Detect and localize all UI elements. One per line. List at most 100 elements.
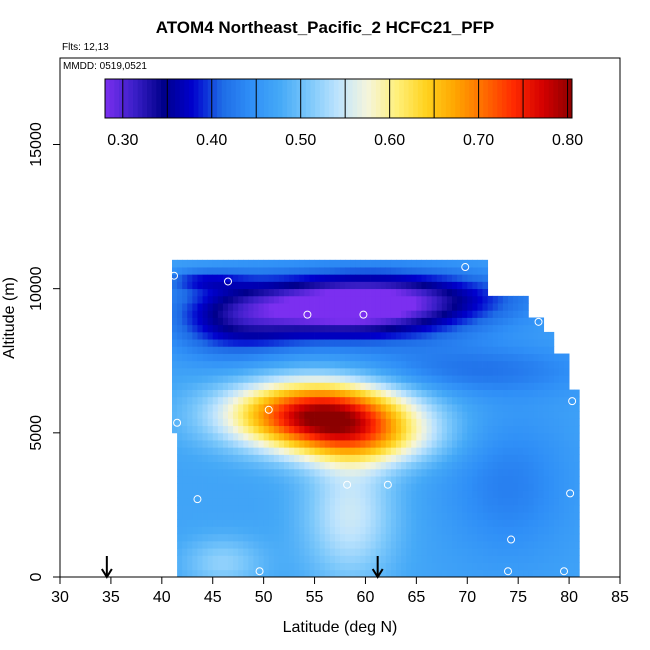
- field-cell: [309, 497, 315, 506]
- field-cell: [334, 404, 341, 412]
- field-cell: [202, 454, 209, 463]
- field-cell: [299, 281, 305, 290]
- field-cell: [477, 353, 483, 362]
- field-cell: [477, 447, 483, 455]
- field-cell: [253, 375, 259, 383]
- field-cell: [375, 411, 382, 419]
- field-cell: [457, 404, 463, 412]
- field-cell: [462, 295, 468, 304]
- field-cell: [273, 548, 280, 556]
- field-cell: [350, 346, 356, 354]
- field-cell: [492, 512, 499, 520]
- field-cell: [446, 267, 453, 275]
- field-cell: [380, 533, 387, 542]
- field-cell: [533, 411, 539, 419]
- colorbar-segment: [287, 79, 293, 118]
- field-cell: [334, 461, 341, 470]
- field-cell: [518, 432, 524, 441]
- field-cell: [553, 483, 560, 491]
- field-cell: [207, 454, 214, 463]
- field-cell: [207, 497, 214, 506]
- field-cell: [197, 533, 203, 542]
- field-cell: [370, 555, 377, 563]
- field-cell: [497, 526, 504, 535]
- field-cell: [268, 339, 275, 347]
- field-cell: [416, 519, 422, 527]
- field-cell: [365, 512, 371, 520]
- field-cell: [299, 555, 305, 563]
- field-cell: [258, 324, 265, 333]
- field-cell: [487, 425, 494, 434]
- field-cell: [182, 483, 188, 491]
- field-cell: [446, 440, 453, 448]
- field-cell: [340, 339, 346, 347]
- field-cell: [243, 497, 249, 506]
- field-cell: [396, 404, 402, 412]
- field-cell: [467, 440, 473, 448]
- field-cell: [299, 274, 305, 282]
- field-cell: [482, 461, 489, 470]
- field-cell: [228, 526, 234, 535]
- field-cell: [284, 267, 290, 275]
- field-cell: [314, 447, 321, 455]
- field-cell: [390, 432, 397, 441]
- field-cell: [375, 267, 382, 275]
- field-cell: [446, 461, 453, 470]
- field-cell: [192, 281, 198, 290]
- field-cell: [304, 411, 310, 419]
- field-cell: [192, 562, 198, 571]
- field-cell: [558, 540, 565, 549]
- field-cell: [263, 339, 270, 347]
- field-cell: [441, 533, 448, 542]
- field-cell: [436, 533, 443, 542]
- field-cell: [497, 504, 504, 513]
- field-cell: [284, 367, 290, 376]
- field-cell: [212, 375, 219, 383]
- field-cell: [355, 483, 361, 491]
- field-cell: [299, 288, 305, 297]
- field-cell: [284, 310, 290, 318]
- field-cell: [273, 353, 280, 362]
- field-cell: [263, 548, 270, 556]
- field-cell: [452, 447, 458, 455]
- field-cell: [324, 476, 331, 484]
- field-cell: [390, 331, 397, 340]
- field-cell: [396, 440, 402, 448]
- field-cell: [365, 404, 371, 412]
- field-cell: [446, 353, 453, 362]
- field-cell: [390, 404, 397, 412]
- field-cell: [452, 310, 458, 318]
- field-cell: [497, 353, 504, 362]
- field-cell: [202, 468, 209, 477]
- field-cell: [411, 447, 417, 455]
- field-cell: [345, 440, 351, 448]
- field-cell: [253, 490, 259, 499]
- field-cell: [462, 490, 468, 499]
- field-cell: [268, 396, 275, 405]
- field-cell: [508, 432, 514, 441]
- field-cell: [294, 360, 300, 369]
- field-cell: [472, 367, 478, 376]
- x-tick-label: 45: [204, 589, 222, 606]
- field-cell: [416, 353, 422, 362]
- field-cell: [457, 339, 463, 347]
- field-cell: [309, 303, 315, 311]
- field-cell: [177, 540, 183, 549]
- field-cell: [268, 526, 275, 535]
- field-cell: [457, 483, 463, 491]
- field-cell: [370, 512, 377, 520]
- field-cell: [304, 490, 310, 499]
- field-cell: [472, 389, 478, 398]
- field-cell: [431, 504, 438, 513]
- field-cell: [380, 432, 387, 441]
- field-cell: [569, 562, 575, 571]
- field-cell: [345, 324, 351, 333]
- field-cell: [187, 339, 193, 347]
- field-cell: [360, 504, 366, 513]
- field-cell: [396, 396, 402, 405]
- field-cell: [263, 526, 270, 535]
- field-cell: [309, 317, 315, 326]
- field-cell: [452, 483, 458, 491]
- field-cell: [365, 519, 371, 527]
- field-cell: [334, 389, 341, 398]
